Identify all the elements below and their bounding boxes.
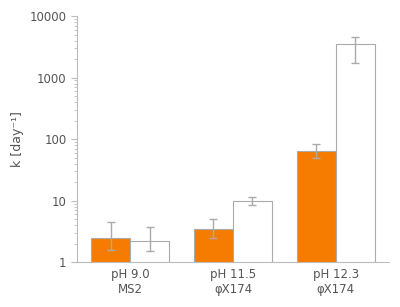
Bar	[297, 151, 336, 307]
Bar	[194, 229, 233, 307]
Y-axis label: k [day⁻¹]: k [day⁻¹]	[11, 111, 24, 167]
Bar	[336, 44, 375, 307]
Bar	[91, 238, 130, 307]
Bar	[233, 201, 272, 307]
Bar	[130, 241, 169, 307]
